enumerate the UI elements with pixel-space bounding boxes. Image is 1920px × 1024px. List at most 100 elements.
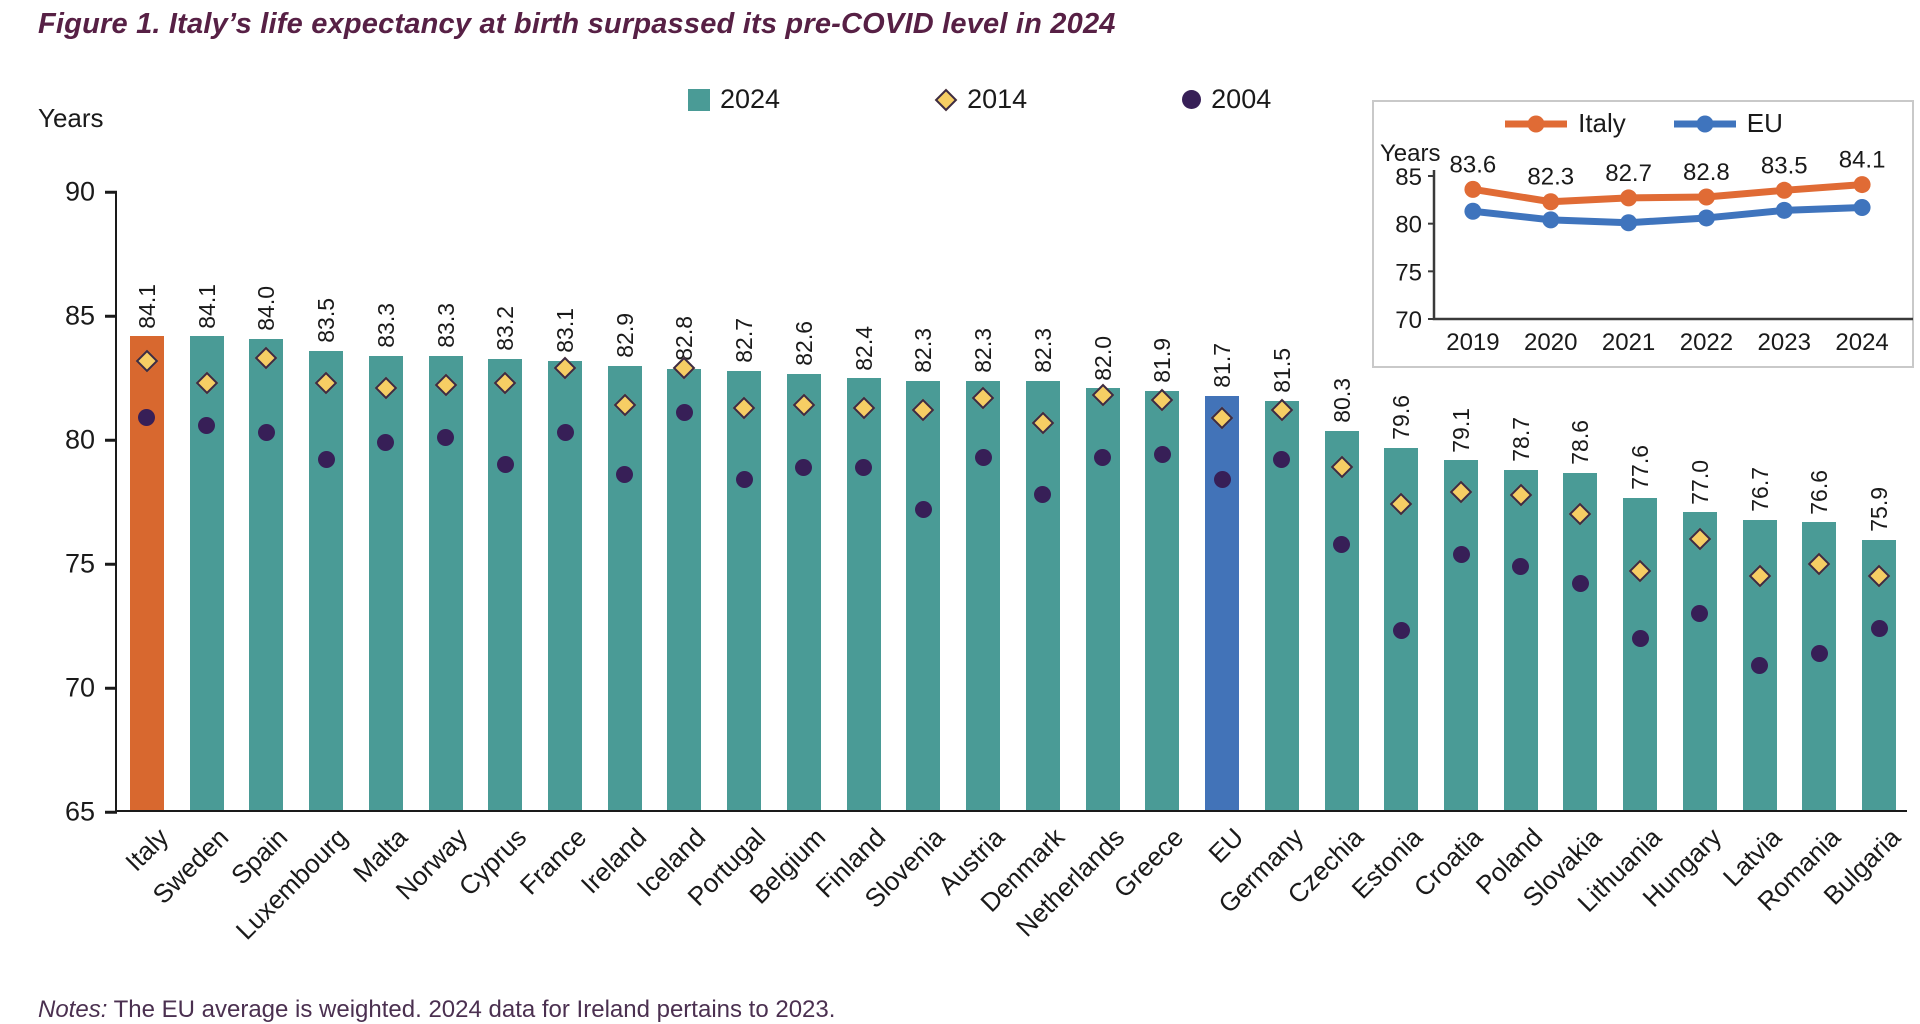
value-label-spain: 84.0	[253, 286, 280, 331]
value-label-czechia: 80.3	[1328, 377, 1355, 423]
y-tick-mark-70	[105, 686, 117, 690]
legend-item-2004: 2004	[1182, 84, 1271, 115]
bar-slovenia	[906, 380, 941, 810]
inset-legend-item-italy: Italy	[1503, 108, 1626, 139]
point-italy-2022	[1697, 188, 1715, 206]
bar-malta	[368, 356, 403, 810]
bar-belgium	[786, 373, 821, 810]
diamond-swatch-icon	[934, 88, 958, 111]
marker-2004-denmark	[1034, 486, 1052, 504]
point-eu-2022	[1697, 209, 1715, 227]
point-italy-2020	[1542, 193, 1560, 211]
y-tick-70: 70	[64, 672, 95, 703]
bar-cyprus	[488, 358, 523, 810]
marker-2004-norway	[437, 429, 455, 447]
bar-lithuania	[1623, 497, 1658, 810]
value-label-italy: 84.1	[133, 283, 160, 329]
value-label-slovenia: 82.3	[910, 328, 937, 373]
bar-ireland	[607, 366, 642, 810]
value-label-ireland: 82.9	[611, 313, 638, 359]
value-label-sweden: 84.1	[193, 283, 220, 329]
inset-x-tick-2023: 2023	[1758, 329, 1811, 356]
bar-denmark	[1025, 380, 1060, 810]
point-eu-2019	[1464, 202, 1482, 220]
inset-legend-item-eu: EU	[1672, 108, 1783, 139]
marker-2004-cyprus	[496, 456, 514, 474]
marker-2004-germany	[1273, 451, 1291, 469]
value-label-iceland: 82.8	[671, 315, 698, 361]
value-label-france: 83.1	[552, 308, 578, 354]
inset-x-tick-2021: 2021	[1602, 329, 1655, 356]
bar-spain	[249, 338, 284, 810]
marker-2004-austria	[974, 448, 992, 466]
inset-plot: 85 80 75 70 2019 2020 2021 2022 2023 2024 83.6 82.3…	[1395, 147, 1913, 356]
inset-legend-label-eu: EU	[1746, 108, 1783, 138]
bar-eu	[1205, 395, 1240, 810]
point-eu-2023	[1775, 201, 1793, 219]
marker-2004-malta	[377, 433, 395, 451]
value-label-romania: 76.6	[1806, 469, 1833, 515]
marker-2004-greece	[1153, 446, 1171, 464]
marker-2004-italy	[138, 409, 156, 427]
point-label-italy-2024: 84.1	[1839, 147, 1886, 174]
inset-legend-label-italy: Italy	[1578, 108, 1626, 138]
bar-iceland	[667, 368, 702, 810]
inset-x-tick-2024: 2024	[1835, 329, 1888, 356]
marker-2004-belgium	[795, 458, 813, 476]
point-italy-2019	[1464, 180, 1482, 198]
bar-italy	[129, 336, 164, 810]
y-axis-title: Years	[38, 103, 104, 133]
point-eu-2024	[1853, 198, 1871, 216]
marker-2004-bulgaria	[1870, 619, 1888, 637]
value-label-poland: 78.7	[1507, 417, 1534, 463]
value-label-netherlands: 82.0	[1089, 335, 1116, 381]
marker-2004-france	[556, 424, 574, 442]
marker-2004-czechia	[1333, 535, 1351, 553]
notes-prefix: Notes:	[38, 996, 108, 1023]
y-tick-75: 75	[64, 548, 95, 579]
point-label-italy-2021: 82.7	[1605, 160, 1652, 187]
legend-item-2014: 2014	[934, 84, 1028, 115]
point-label-italy-2019: 83.6	[1450, 151, 1497, 178]
value-label-cyprus: 83.2	[492, 305, 519, 351]
marker-2004-portugal	[735, 471, 753, 489]
figure-title: Figure 1. Italy’s life expectancy at bir…	[38, 8, 1116, 40]
y-tick-mark-65	[105, 810, 117, 814]
y-tick-85: 85	[64, 300, 95, 331]
marker-2004-iceland	[675, 404, 693, 422]
y-tick-mark-85	[105, 314, 117, 318]
inset-y-tick-85: 85	[1395, 164, 1422, 191]
marker-2004-romania	[1810, 644, 1828, 662]
inset-y-tick-80: 80	[1395, 212, 1422, 239]
marker-2004-hungary	[1691, 605, 1709, 623]
legend-label-2014: 2014	[967, 84, 1028, 114]
point-eu-2021	[1620, 214, 1638, 232]
marker-2004-estonia	[1392, 622, 1410, 640]
value-label-denmark: 82.3	[1029, 328, 1056, 373]
inset-y-axis-title: Years	[1380, 140, 1441, 167]
value-label-eu: 81.7	[1209, 343, 1236, 388]
value-label-portugal: 82.7	[731, 318, 758, 364]
y-tick-mark-90	[105, 190, 117, 194]
legend-label-2024: 2024	[720, 84, 781, 114]
marker-2004-netherlands	[1094, 448, 1112, 466]
notes-text: The EU average is weighted. 2024 data fo…	[107, 996, 836, 1023]
bar-luxembourg	[309, 351, 344, 810]
value-label-croatia: 79.1	[1448, 407, 1474, 453]
marker-2004-slovakia	[1571, 575, 1589, 593]
bar-czechia	[1324, 430, 1359, 810]
value-label-slovakia: 78.6	[1567, 419, 1594, 465]
point-label-italy-2020: 82.3	[1527, 164, 1574, 191]
bar-chart: 90 85 80 75 70 65 84.1 Italy 84.1 Sweden 84.0 Spain…	[65, 177, 1907, 945]
point-label-italy-2023: 83.5	[1761, 152, 1808, 179]
value-label-greece: 81.9	[1149, 338, 1176, 383]
bar-hungary	[1682, 512, 1717, 810]
value-label-lithuania: 77.6	[1627, 444, 1654, 490]
inset-y-tick-70: 70	[1395, 307, 1422, 334]
marker-2004-ireland	[616, 466, 634, 484]
inset-x-tick-2022: 2022	[1680, 329, 1733, 356]
point-eu-2020	[1542, 211, 1560, 229]
inset-y-tick-75: 75	[1395, 259, 1422, 286]
marker-2004-croatia	[1452, 545, 1470, 563]
marker-2004-poland	[1512, 557, 1530, 575]
